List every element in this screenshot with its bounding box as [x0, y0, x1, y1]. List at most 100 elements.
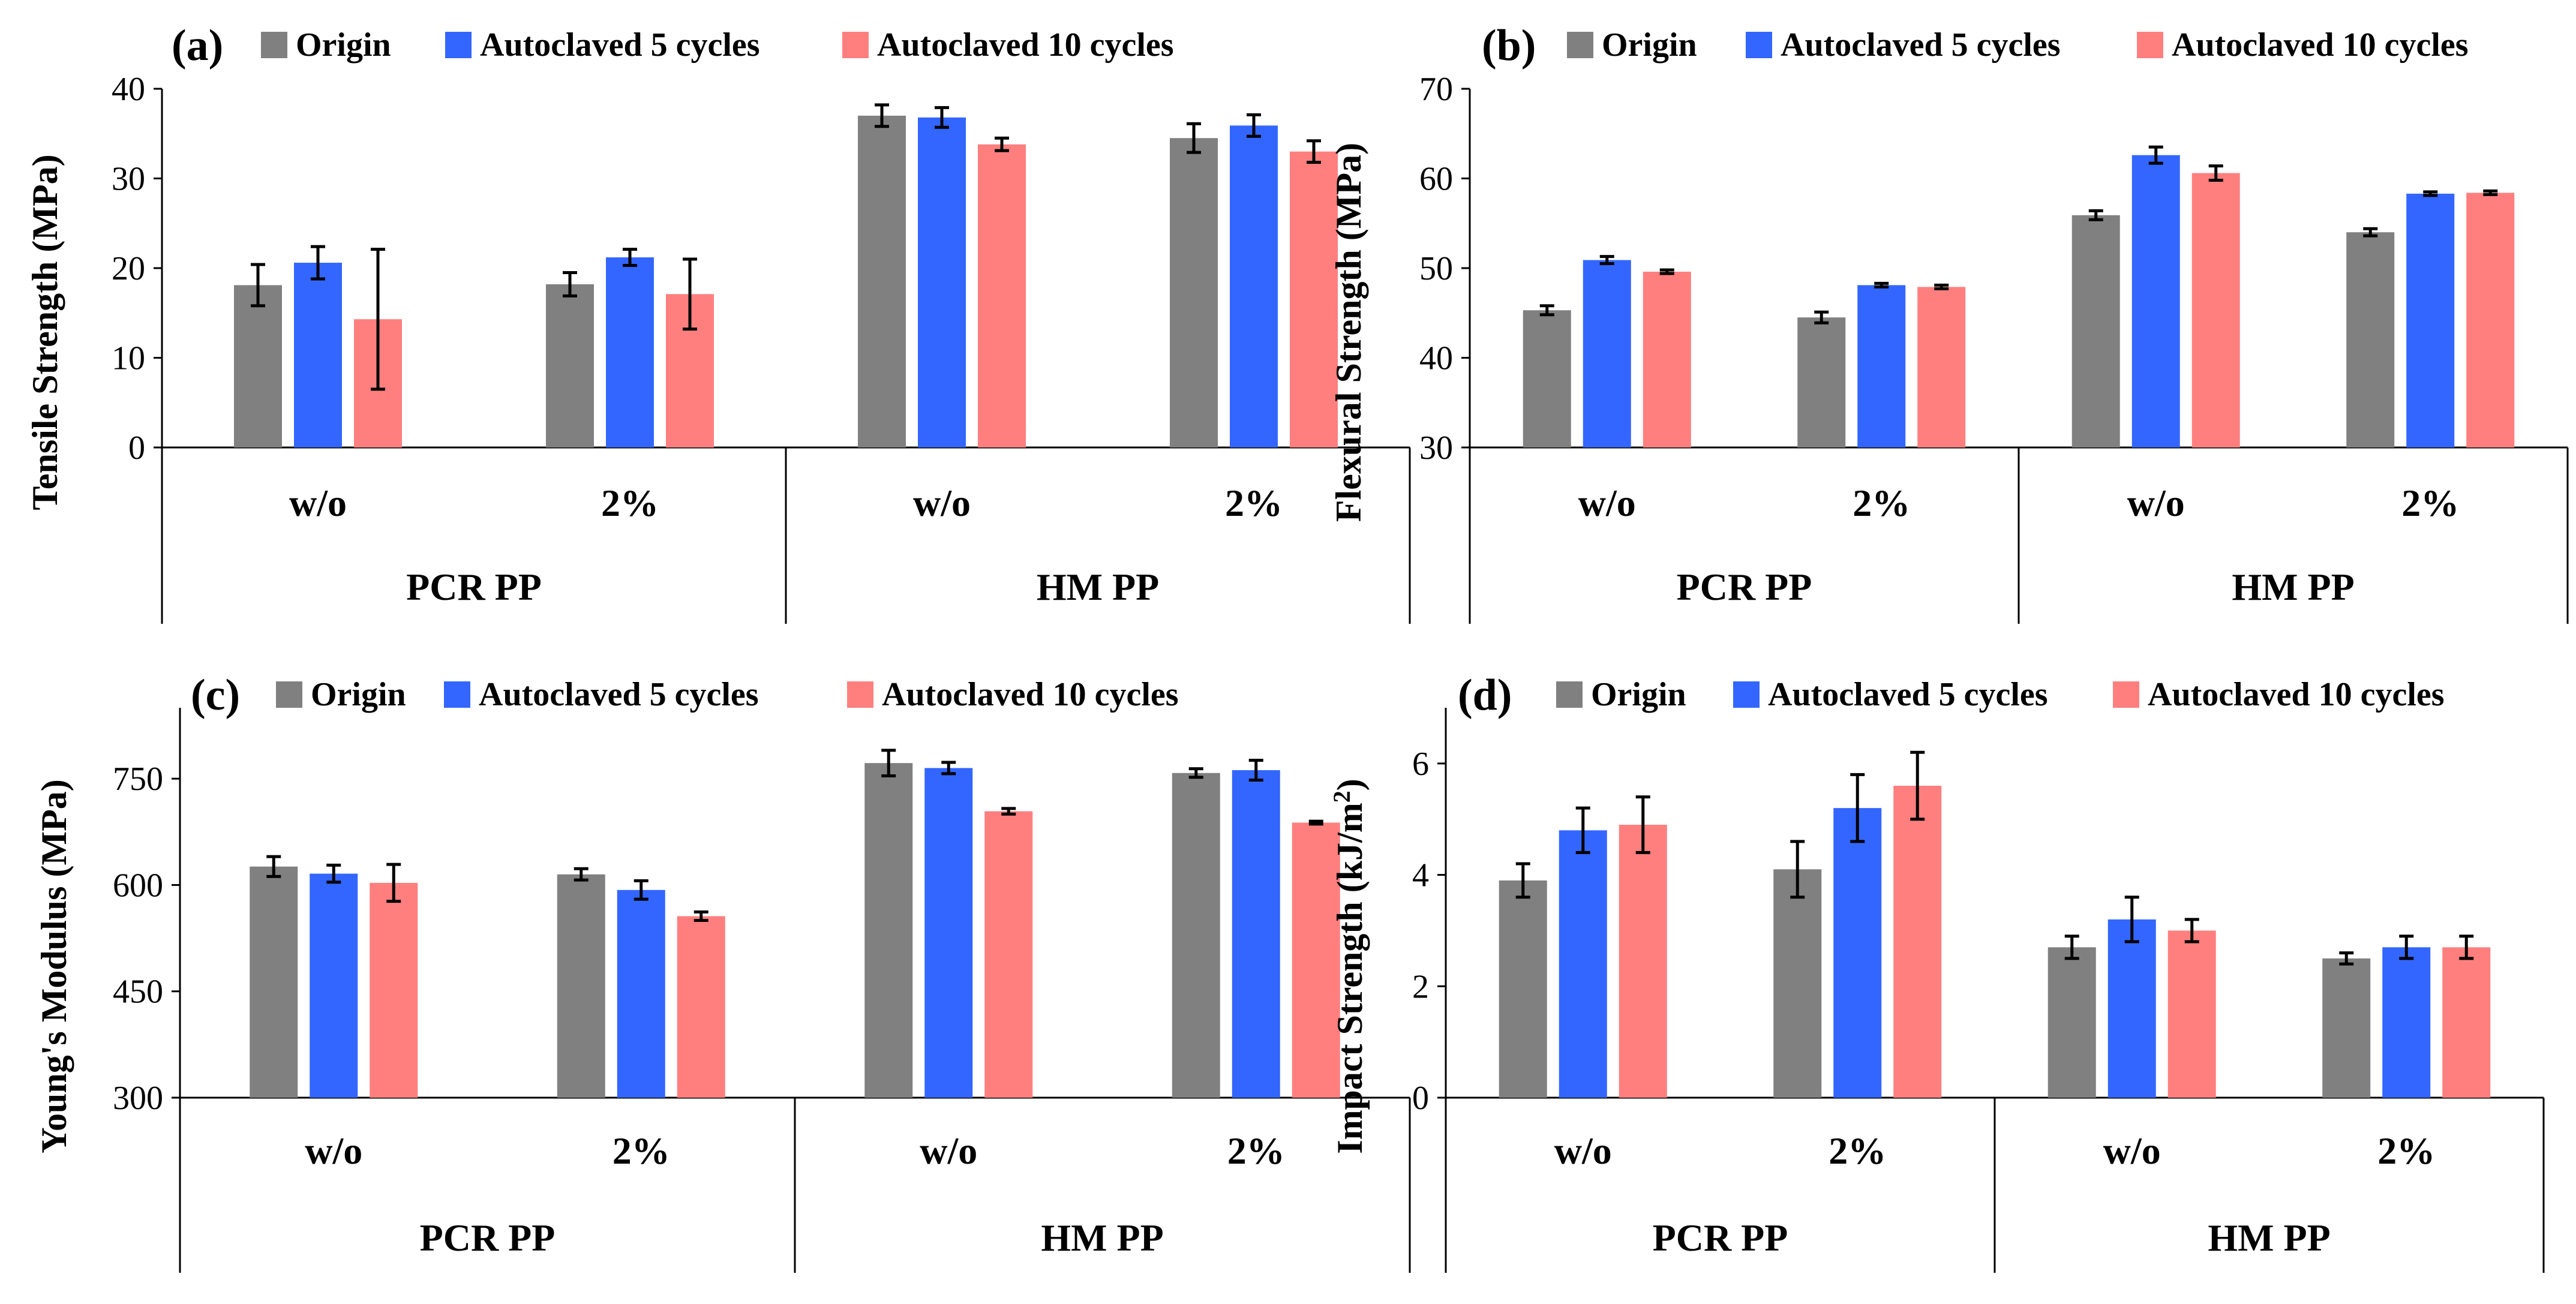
bar-3-cat-1 [1619, 825, 1667, 1098]
bar-2-cat-4 [1230, 125, 1278, 448]
legend-label-1: Origin [1591, 676, 1686, 713]
y-tick-label: 10 [112, 340, 145, 377]
bar-1-cat-2 [546, 284, 594, 447]
y-tick-label: 6 [1412, 746, 1429, 783]
bar-3-cat-2 [1893, 786, 1942, 1098]
legend-swatch-3 [847, 681, 873, 708]
panel-d: (d) Origin Autoclaved 5 cycles Autoclaved 1… [1328, 671, 2545, 1273]
y-axis-title-end: ) [1330, 779, 1370, 791]
bar-1-cat-1 [234, 285, 282, 447]
bar-3-cat-4 [2442, 947, 2491, 1098]
bar-3-cat-1 [370, 882, 418, 1098]
panel-label: (d) [1458, 671, 1512, 720]
bar-1-cat-2 [1773, 869, 1822, 1098]
bar-2-cat-3 [924, 768, 973, 1098]
bar-1-cat-1 [250, 866, 298, 1098]
bar-2-cat-1 [310, 873, 358, 1098]
bar-3-cat-1 [1643, 271, 1691, 447]
y-tick-label: 0 [1412, 1080, 1429, 1117]
panel-a: (a) Origin Autoclaved 5 cycles Autoclaved 1… [25, 21, 1411, 624]
bar-1-cat-2 [557, 874, 605, 1098]
bar-2-cat-2 [617, 890, 665, 1098]
bar-2-cat-3 [2107, 919, 2156, 1098]
bar-2-cat-3 [918, 117, 966, 448]
legend-swatch-1 [276, 681, 302, 708]
legend-label-2: Autoclaved 5 cycles [480, 26, 760, 64]
category-label: 2% [2377, 1129, 2435, 1172]
bar-3-cat-3 [978, 144, 1026, 447]
y-tick-label: 4 [1412, 857, 1429, 894]
panel-label: (b) [1482, 21, 1536, 70]
y-tick-label: 60 [1419, 161, 1453, 198]
bar-3-cat-3 [984, 811, 1033, 1098]
group-label: HM PP [2232, 566, 2354, 608]
bar-1-cat-4 [1172, 773, 1220, 1098]
y-axis-title: Young's Modulus (MPa) [34, 779, 74, 1153]
group-label: PCR PP [1653, 1216, 1788, 1259]
y-axis-title-main: Impact Strength (kJ/m [1330, 803, 1370, 1154]
legend-label-1: Origin [311, 676, 406, 713]
group-label: PCR PP [420, 1216, 556, 1259]
legend-label-1: Origin [296, 26, 391, 64]
bar-1-cat-3 [2047, 947, 2096, 1098]
category-label: w/o [1578, 482, 1636, 524]
bar-2-cat-4 [1232, 770, 1280, 1098]
category-label: 2% [1225, 482, 1283, 524]
group-label: HM PP [1037, 566, 1159, 608]
y-tick-label: 40 [1419, 340, 1453, 377]
legend-swatch-3 [842, 32, 869, 58]
category-label: 2% [1829, 1129, 1886, 1172]
y-tick-label: 2 [1412, 968, 1429, 1005]
legend-swatch-2 [445, 32, 472, 58]
y-tick-label: 20 [112, 250, 145, 287]
bar-3-cat-2 [677, 916, 725, 1098]
bar-2-cat-2 [1833, 808, 1882, 1098]
y-tick-label: 750 [113, 761, 163, 798]
legend-label-2: Autoclaved 5 cycles [1768, 676, 2048, 713]
bar-1-cat-3 [2071, 215, 2120, 447]
bar-1-cat-3 [858, 115, 906, 448]
bar-1-cat-1 [1523, 310, 1571, 447]
y-axis-title: Flexural Strength (MPa) [1329, 143, 1368, 522]
panel-label: (c) [191, 671, 240, 720]
y-axis-title: Impact Strength (kJ/m2) [1328, 779, 1370, 1154]
legend-swatch-3 [2137, 32, 2163, 58]
y-tick-label: 70 [1419, 71, 1453, 108]
category-label: w/o [1554, 1129, 1612, 1172]
y-axis-title: Tensile Strength (MPa) [25, 154, 65, 510]
group-label: PCR PP [1677, 566, 1812, 608]
group-label: PCR PP [406, 566, 542, 608]
category-label: 2% [601, 482, 659, 524]
y-tick-label: 50 [1419, 250, 1453, 287]
legend-swatch-3 [2113, 681, 2139, 708]
bar-1-cat-4 [1170, 138, 1218, 448]
y-tick-label: 0 [128, 429, 145, 467]
y-tick-label: 600 [113, 867, 163, 904]
bar-1-cat-2 [1797, 317, 1846, 447]
y-tick-label: 30 [1419, 429, 1453, 467]
bar-2-cat-3 [2131, 155, 2180, 447]
category-label: 2% [1227, 1129, 1285, 1172]
legend-swatch-1 [1567, 32, 1593, 58]
legend-label-2: Autoclaved 5 cycles [479, 676, 759, 713]
category-label: w/o [289, 482, 347, 524]
panel-label: (a) [172, 21, 223, 70]
category-label: w/o [2103, 1129, 2161, 1172]
bar-2-cat-2 [606, 257, 654, 447]
bar-1-cat-4 [2322, 958, 2371, 1098]
category-label: w/o [913, 482, 971, 524]
category-label: w/o [2127, 482, 2185, 524]
legend-label-3: Autoclaved 10 cycles [2148, 676, 2445, 713]
bar-2-cat-1 [1583, 260, 1631, 447]
bar-2-cat-2 [1857, 285, 1906, 447]
bar-2-cat-1 [294, 263, 342, 447]
bar-2-cat-1 [1559, 830, 1607, 1098]
group-label: HM PP [1041, 1216, 1163, 1259]
legend-label-3: Autoclaved 10 cycles [2172, 26, 2469, 64]
legend-swatch-2 [1733, 681, 1760, 708]
bar-3-cat-3 [2167, 930, 2216, 1098]
legend-swatch-1 [1556, 681, 1583, 708]
panel-c: (c) Origin Autoclaved 5 cycles Autoclaved 1… [34, 671, 1411, 1273]
bar-2-cat-4 [2406, 193, 2455, 447]
